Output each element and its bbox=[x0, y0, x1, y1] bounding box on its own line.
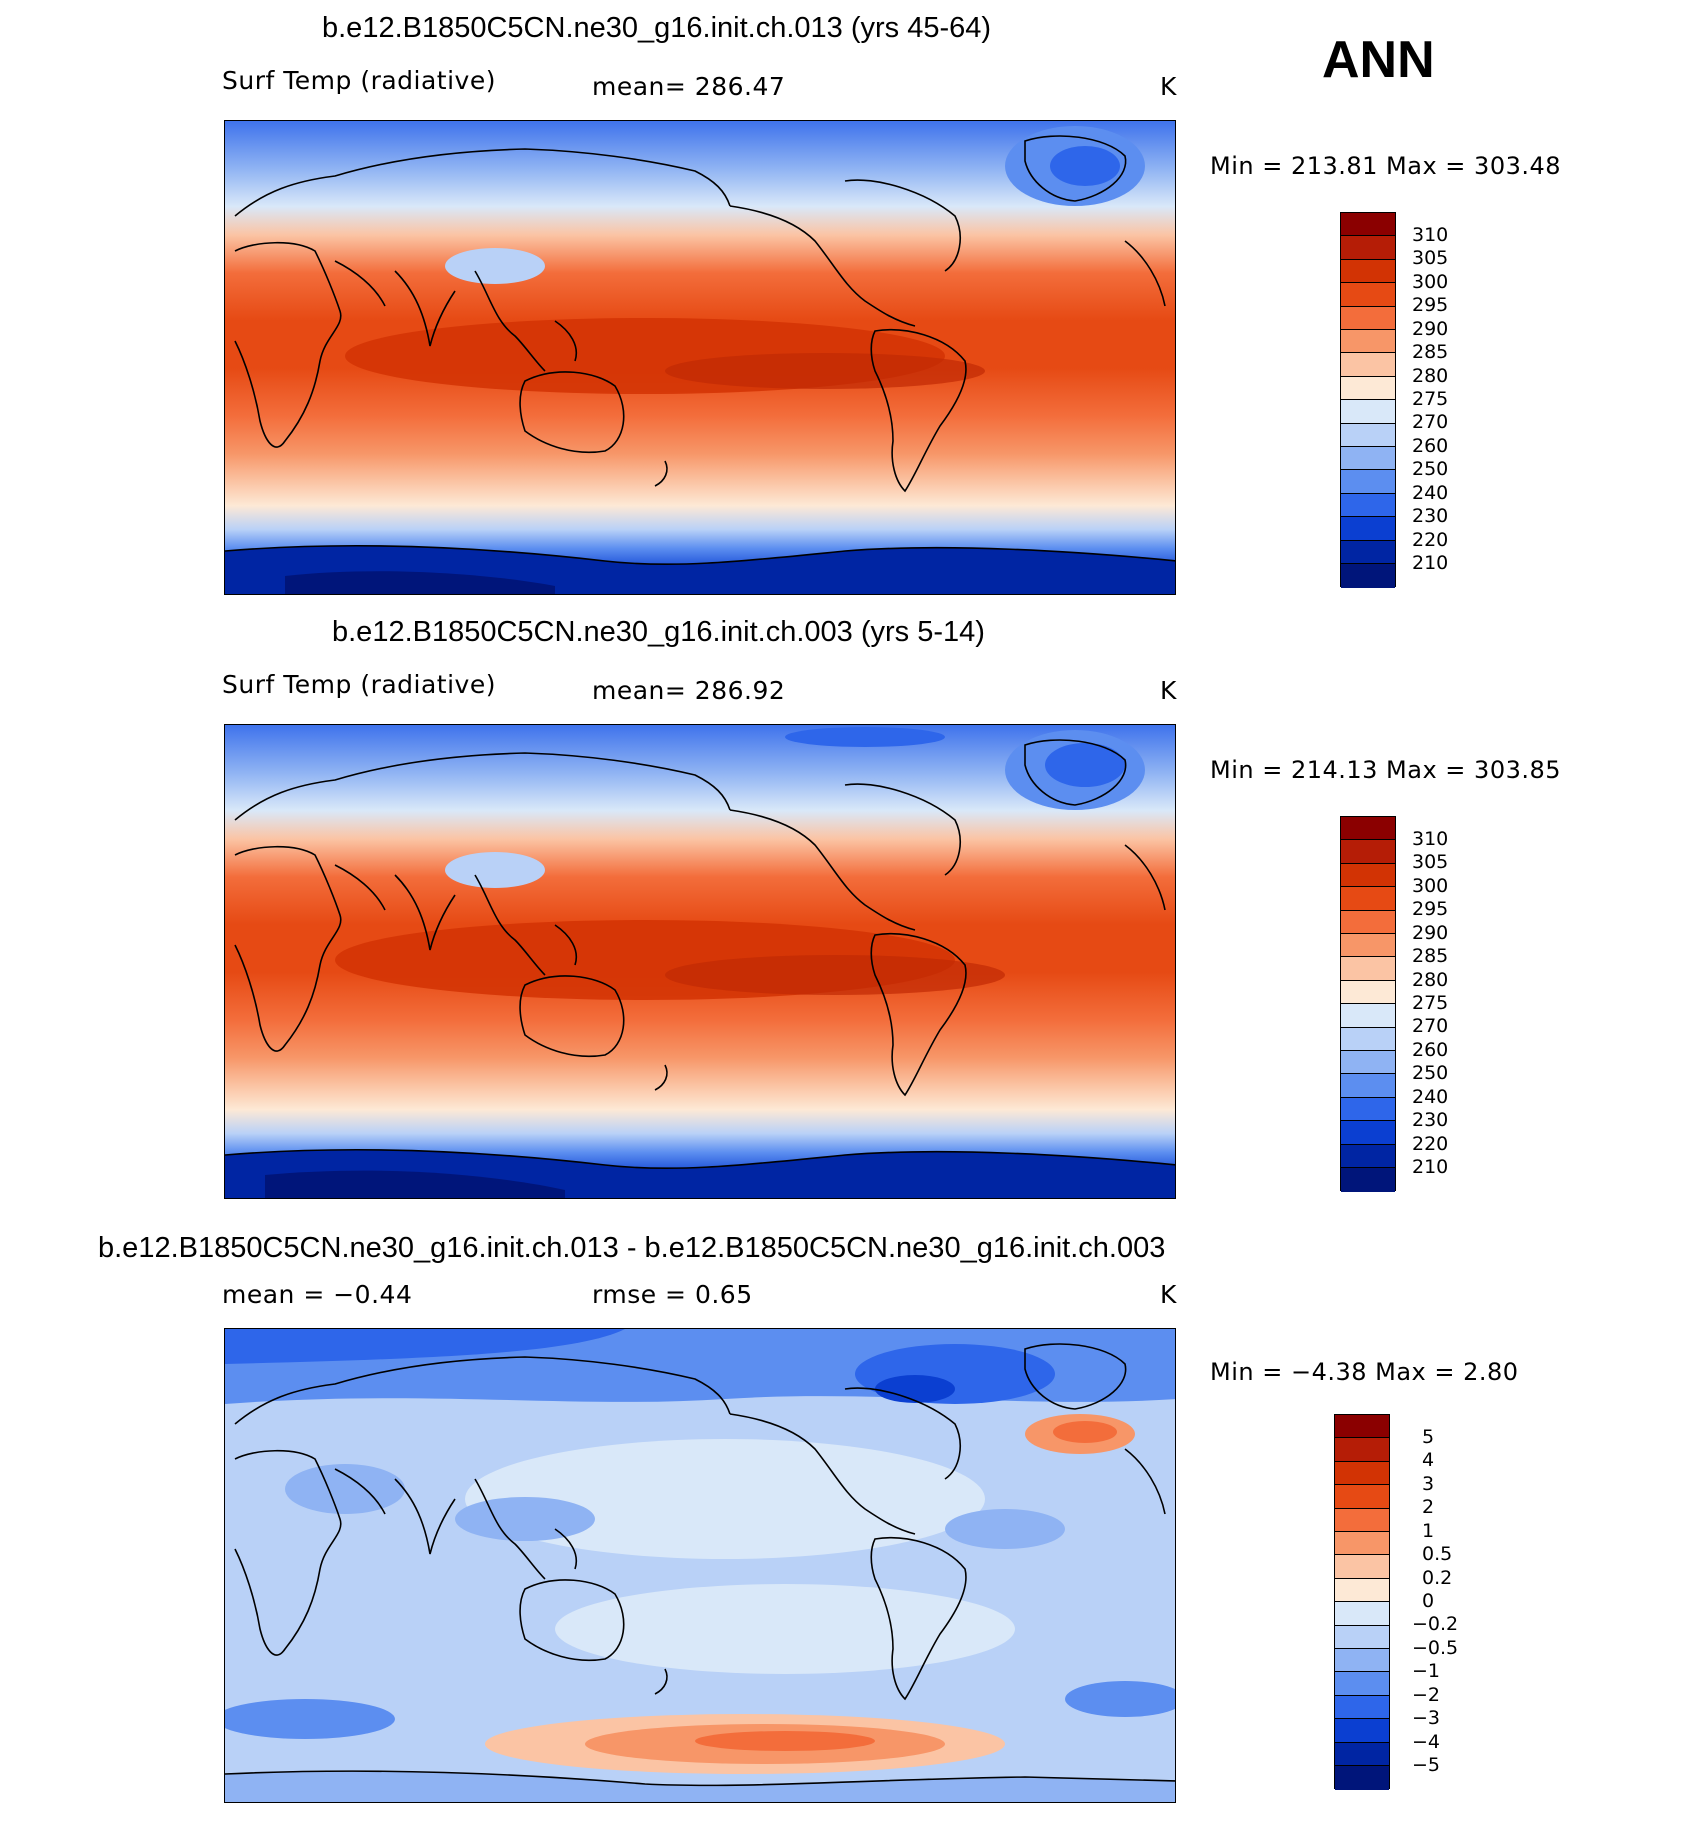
min-max-label: Min = 214.13 Max = 303.85 bbox=[1210, 756, 1562, 784]
colorbar-label: 240 bbox=[1412, 1086, 1449, 1108]
temperature-map bbox=[225, 725, 1175, 1198]
colorbar-label: 295 bbox=[1412, 898, 1449, 920]
colorbar-label: 220 bbox=[1412, 1133, 1449, 1155]
colorbar-label: 250 bbox=[1412, 1062, 1449, 1084]
mean-label: mean = −0.44 bbox=[222, 1280, 413, 1309]
colorbar bbox=[1334, 1414, 1390, 1790]
colorbar-label: −0.5 bbox=[1412, 1637, 1459, 1659]
variable-label: Surf Temp (radiative) bbox=[222, 670, 496, 699]
colorbar-label: 290 bbox=[1412, 318, 1449, 340]
mean-label: mean= 286.47 bbox=[592, 72, 786, 101]
map-plot bbox=[224, 120, 1176, 595]
colorbar-label: 270 bbox=[1412, 411, 1449, 433]
colorbar-label: 4 bbox=[1422, 1449, 1435, 1471]
rmse-label: rmse = 0.65 bbox=[592, 1280, 753, 1309]
colorbar-label: 280 bbox=[1412, 969, 1449, 991]
colorbar-label: 250 bbox=[1412, 458, 1449, 480]
panel-title: b.e12.B1850C5CN.ne30_g16.init.ch.013 (yr… bbox=[322, 12, 992, 44]
units-label: K bbox=[1160, 676, 1177, 705]
colorbar-label: 230 bbox=[1412, 505, 1449, 527]
colorbar-label: 220 bbox=[1412, 529, 1449, 551]
map-plot bbox=[224, 1328, 1176, 1803]
colorbar-label: −2 bbox=[1412, 1684, 1441, 1706]
colorbar-label: 310 bbox=[1412, 224, 1449, 246]
colorbar-label: 305 bbox=[1412, 851, 1449, 873]
colorbar-label: 0.5 bbox=[1422, 1543, 1453, 1565]
colorbar-label: 270 bbox=[1412, 1015, 1449, 1037]
colorbar-label: 275 bbox=[1412, 388, 1449, 410]
colorbar-label: 295 bbox=[1412, 294, 1449, 316]
colorbar bbox=[1340, 816, 1396, 1192]
colorbar-label: 260 bbox=[1412, 435, 1449, 457]
colorbar-label: −4 bbox=[1412, 1731, 1441, 1753]
colorbar-label: −1 bbox=[1412, 1660, 1441, 1682]
colorbar-label: 240 bbox=[1412, 482, 1449, 504]
colorbar-label: 0.2 bbox=[1422, 1567, 1453, 1589]
colorbar-label: 280 bbox=[1412, 365, 1449, 387]
colorbar-label: 1 bbox=[1422, 1520, 1435, 1542]
colorbar-label: 230 bbox=[1412, 1109, 1449, 1131]
mean-label: mean= 286.92 bbox=[592, 676, 786, 705]
colorbar-label: 210 bbox=[1412, 552, 1449, 574]
season-label: ANN bbox=[1322, 31, 1435, 89]
panel-title: b.e12.B1850C5CN.ne30_g16.init.ch.013 - b… bbox=[98, 1232, 1166, 1264]
colorbar-label: 275 bbox=[1412, 992, 1449, 1014]
variable-label: Surf Temp (radiative) bbox=[222, 66, 496, 95]
colorbar-label: 300 bbox=[1412, 875, 1449, 897]
colorbar-label: −5 bbox=[1412, 1754, 1441, 1776]
min-max-label: Min = −4.38 Max = 2.80 bbox=[1210, 1358, 1519, 1386]
colorbar-label: −3 bbox=[1412, 1707, 1441, 1729]
min-max-label: Min = 213.81 Max = 303.48 bbox=[1210, 152, 1562, 180]
colorbar-label: 310 bbox=[1412, 828, 1449, 850]
colorbar-label: 305 bbox=[1412, 247, 1449, 269]
map-plot bbox=[224, 724, 1176, 1199]
colorbar-label: 285 bbox=[1412, 341, 1449, 363]
units-label: K bbox=[1160, 1280, 1177, 1309]
colorbar-label: 300 bbox=[1412, 271, 1449, 293]
colorbar-label: 290 bbox=[1412, 922, 1449, 944]
units-label: K bbox=[1160, 72, 1177, 101]
difference-map bbox=[225, 1329, 1175, 1802]
colorbar-label: 210 bbox=[1412, 1156, 1449, 1178]
colorbar bbox=[1340, 212, 1396, 588]
colorbar-label: 2 bbox=[1422, 1496, 1435, 1518]
temperature-map bbox=[225, 121, 1175, 594]
colorbar-label: 3 bbox=[1422, 1473, 1435, 1495]
colorbar-label: 5 bbox=[1422, 1426, 1435, 1448]
colorbar-label: −0.2 bbox=[1412, 1613, 1459, 1635]
colorbar-label: 285 bbox=[1412, 945, 1449, 967]
colorbar-label: 260 bbox=[1412, 1039, 1449, 1061]
colorbar-label: 0 bbox=[1422, 1590, 1435, 1612]
panel-title: b.e12.B1850C5CN.ne30_g16.init.ch.003 (yr… bbox=[332, 616, 985, 648]
